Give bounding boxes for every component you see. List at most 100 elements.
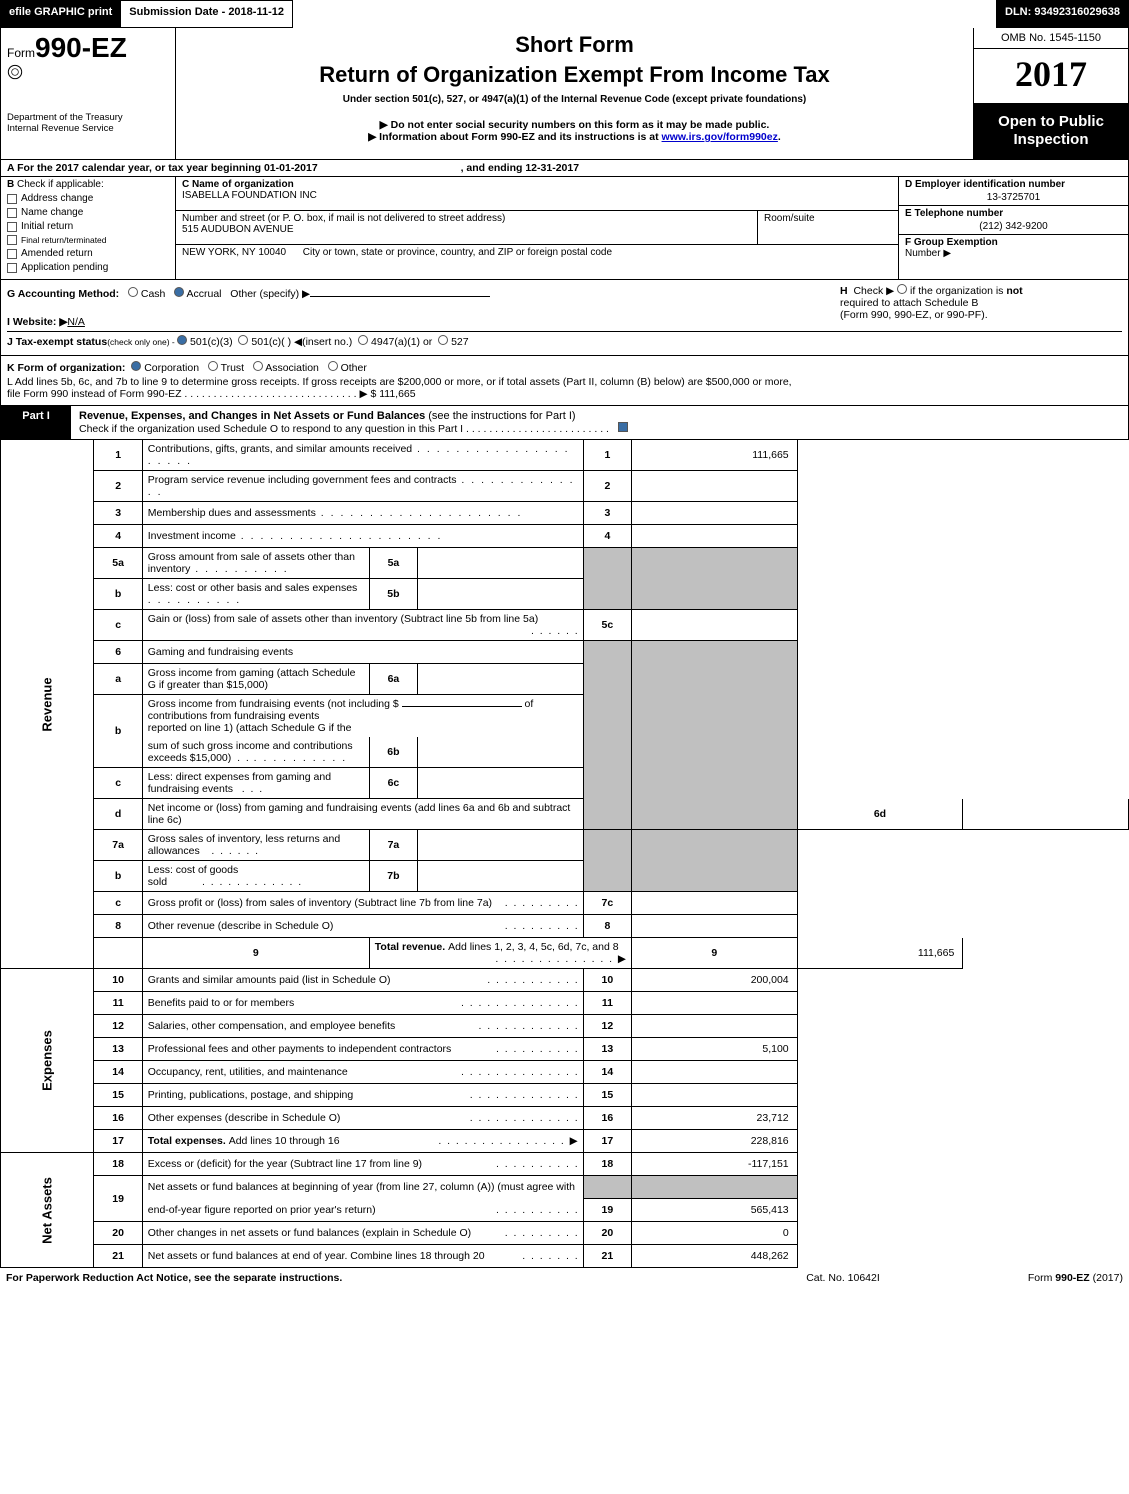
submission-date: Submission Date - 2018-11-12 [121, 0, 293, 28]
other-specify-fill[interactable] [310, 296, 490, 297]
group-exemption-label: F Group Exemption [905, 237, 998, 248]
check-label: Application pending [21, 262, 108, 273]
line-h: H Check ▶ if the organization is not req… [840, 284, 1120, 321]
instructions-link[interactable]: www.irs.gov/form990ez [662, 131, 778, 143]
line-10-amount: 200,004 [632, 969, 798, 992]
6b-contrib-fill[interactable] [402, 706, 522, 707]
catalog-number: Cat. No. 10642I [743, 1272, 943, 1284]
form-prefix: Form [7, 46, 35, 60]
line-1-amount: 111,665 [632, 440, 798, 471]
name-change-checkbox[interactable] [7, 208, 17, 218]
address-label: Number and street (or P. O. box, if mail… [182, 213, 505, 224]
application-pending-checkbox[interactable] [7, 263, 17, 273]
dept-line-1: Department of the Treasury [7, 112, 169, 123]
cash-radio[interactable] [128, 287, 138, 297]
org-name-value: ISABELLA FOUNDATION INC [182, 190, 317, 201]
line-4-amount [632, 525, 798, 548]
line-21-amount: 448,262 [632, 1245, 798, 1268]
line-15-amount [632, 1084, 798, 1107]
amended-return-checkbox[interactable] [7, 249, 17, 259]
line-6d-amount [963, 799, 1129, 830]
line-a-ending: , and ending 12-31-2017 [461, 162, 579, 174]
4947-radio[interactable] [358, 335, 368, 345]
h-checkbox[interactable] [897, 284, 907, 294]
accrual-radio[interactable] [174, 287, 184, 297]
form-number: 990-EZ [35, 32, 127, 63]
501c-radio[interactable] [238, 335, 248, 345]
top-bar: efile GRAPHIC print Submission Date - 20… [0, 0, 1129, 28]
other-org-radio[interactable] [328, 361, 338, 371]
line-9-amount: 111,665 [797, 938, 963, 969]
schedule-o-checkbox[interactable] [618, 422, 628, 432]
association-radio[interactable] [253, 361, 263, 371]
line-12-amount [632, 1015, 798, 1038]
line-6c-amount [418, 768, 584, 799]
def-column: D Employer identification number 13-3725… [898, 177, 1128, 279]
check-label: Amended return [21, 248, 93, 259]
line-20-amount: 0 [632, 1222, 798, 1245]
page-footer: For Paperwork Reduction Act Notice, see … [0, 1268, 1129, 1288]
initial-return-checkbox[interactable] [7, 222, 17, 232]
paperwork-notice: For Paperwork Reduction Act Notice, see … [6, 1272, 743, 1284]
room-suite-label: Room/suite [764, 213, 815, 224]
name-address-column: C Name of organization ISABELLA FOUNDATI… [176, 177, 898, 279]
address-change-checkbox[interactable] [7, 194, 17, 204]
501c3-radio[interactable] [177, 335, 187, 345]
dept-line-2: Internal Revenue Service [7, 123, 169, 134]
line-18-amount: -117,151 [632, 1153, 798, 1176]
line-7c-amount [632, 892, 798, 915]
phone-value: (212) 342-9200 [905, 221, 1122, 232]
line-k: K Form of organization: Corporation Trus… [7, 361, 1122, 374]
phone-label: E Telephone number [905, 208, 1003, 219]
tax-year: 2017 [974, 49, 1128, 103]
line-5c-amount [632, 610, 798, 641]
org-name-label: C Name of organization [182, 179, 892, 190]
527-radio[interactable] [438, 335, 448, 345]
ein-label: D Employer identification number [905, 179, 1065, 190]
line-19-amount: 565,413 [632, 1199, 798, 1222]
check-label: Address change [21, 193, 93, 204]
dln-badge: DLN: 93492316029638 [996, 0, 1129, 28]
title-cell: Short Form Return of Organization Exempt… [176, 28, 973, 159]
line-7b-amount [418, 861, 584, 892]
net-assets-section-label: Net Assets [1, 1153, 94, 1268]
trust-radio[interactable] [208, 361, 218, 371]
under-section-text: Under section 501(c), 527, or 4947(a)(1)… [184, 94, 965, 105]
final-return-checkbox[interactable] [7, 235, 17, 245]
right-header-cell: OMB No. 1545-1150 2017 Open to Public In… [973, 28, 1128, 159]
efile-badge: efile GRAPHIC print [0, 0, 121, 28]
line-a: A For the 2017 calendar year, or tax yea… [0, 160, 1129, 177]
ghij-block: H Check ▶ if the organization is not req… [0, 280, 1129, 356]
line-11-amount [632, 992, 798, 1015]
line-l: L Add lines 5b, 6c, and 7b to line 9 to … [7, 376, 1122, 400]
line-16-amount: 23,712 [632, 1107, 798, 1130]
website-value: N/A [67, 316, 85, 328]
open-public-badge: Open to Public Inspection [974, 103, 1128, 159]
line-6a-amount [418, 664, 584, 695]
line-3-amount [632, 502, 798, 525]
form-footer: Form 990-EZ (2017) [943, 1272, 1123, 1284]
short-form-title: Short Form [184, 32, 965, 58]
ein-value: 13-3725701 [905, 192, 1122, 203]
check-label: Name change [21, 207, 83, 218]
line-5b-amount [418, 579, 584, 610]
revenue-section-label: Revenue [1, 440, 94, 969]
part-tag: Part I [1, 406, 71, 439]
line-6b-amount [418, 737, 584, 768]
form-number-cell: Form990-EZ Department of the Treasury In… [1, 28, 176, 159]
part-title: Revenue, Expenses, and Changes in Net As… [71, 406, 1128, 439]
check-label: Initial return [21, 221, 73, 232]
city-label: City or town, state or province, country… [303, 247, 612, 258]
line-17-amount: 228,816 [632, 1130, 798, 1153]
expenses-section-label: Expenses [1, 969, 94, 1153]
corporation-radio[interactable] [131, 361, 141, 371]
line-13-amount: 5,100 [632, 1038, 798, 1061]
line-2-amount [632, 471, 798, 502]
main-title: Return of Organization Exempt From Incom… [184, 62, 965, 88]
city-value: NEW YORK, NY 10040 [182, 247, 286, 258]
checkbox-column-b: B Check if applicable: Address change Na… [1, 177, 176, 279]
omb-number: OMB No. 1545-1150 [974, 28, 1128, 49]
ssn-warning: ▶ Do not enter social security numbers o… [184, 119, 965, 131]
irs-seal-icon [7, 64, 23, 80]
part-1-header: Part I Revenue, Expenses, and Changes in… [0, 406, 1129, 440]
